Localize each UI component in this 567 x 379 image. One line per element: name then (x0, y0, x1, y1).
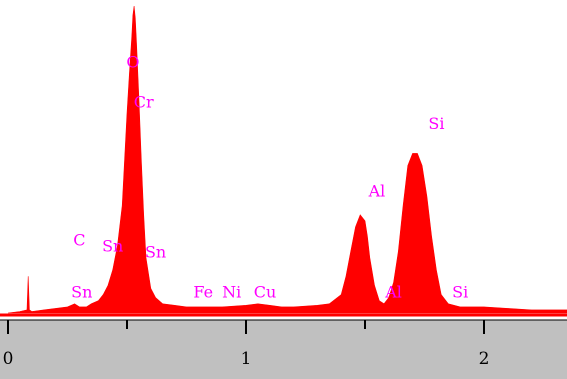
x-tick-label-0: 0 (3, 349, 14, 369)
x-axis-bar (0, 320, 567, 379)
peak-label-fe-8: Fe (193, 283, 213, 302)
peak-label-sn-6: Sn (145, 243, 166, 262)
spectrum-series-0 (7, 5, 567, 314)
peak-label-c-4: C (73, 231, 85, 250)
x-tick-label-2: 2 (479, 349, 490, 369)
peak-label-al-11: Al (384, 283, 402, 302)
peak-labels-layer: O Cr Si Al C Sn Sn Sn Fe Ni Cu Al Si (71, 52, 468, 301)
spectrum-series-layer (0, 5, 567, 317)
peak-label-sn-5: Sn (102, 237, 123, 256)
peak-label-cr-1: Cr (134, 92, 154, 111)
plot-background (0, 0, 567, 320)
peak-label-si-12: Si (452, 283, 468, 302)
x-tick-label-1: 1 (241, 349, 252, 369)
peak-label-cu-10: Cu (254, 283, 277, 302)
peak-label-al-3: Al (368, 181, 386, 200)
peak-label-o-0: O (126, 52, 139, 71)
peak-label-si-2: Si (428, 114, 444, 133)
peak-label-ni-9: Ni (222, 283, 241, 302)
x-axis-ticks-layer: 0 1 2 (3, 320, 490, 369)
peak-label-sn-7: Sn (71, 283, 92, 302)
